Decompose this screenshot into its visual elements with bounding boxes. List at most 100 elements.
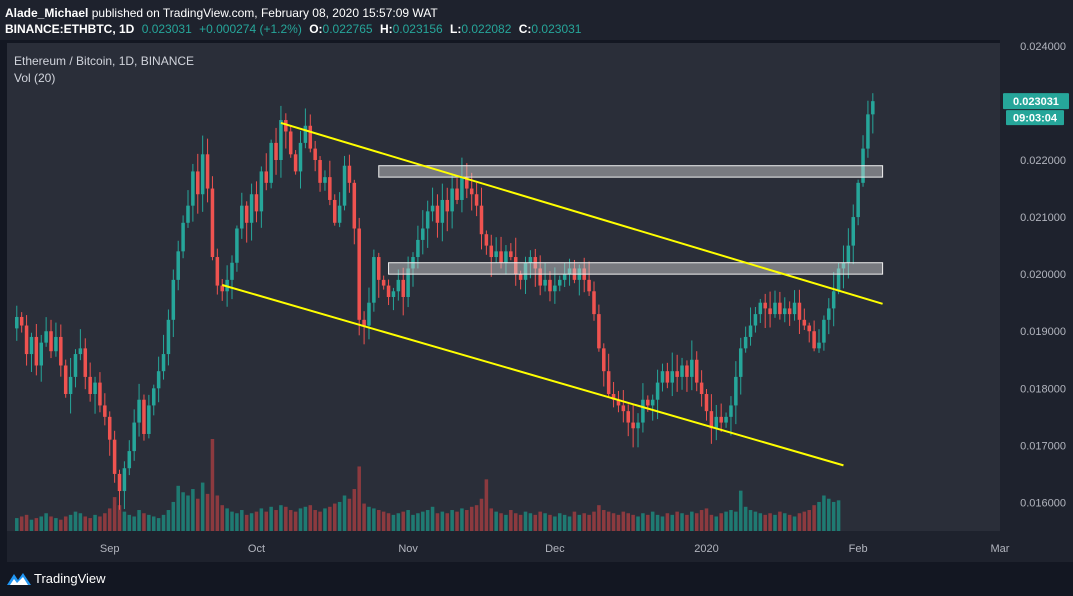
countdown-label: 09:03:04 (1013, 113, 1058, 125)
volume-bar (474, 505, 479, 531)
volume-bar (386, 513, 391, 531)
candle-body (132, 422, 136, 452)
volume-bar (181, 492, 185, 531)
volume-bar (416, 513, 420, 531)
volume-bar (606, 511, 611, 531)
brand-name[interactable]: TradingView (34, 571, 106, 586)
volume-bar (616, 514, 621, 531)
volume-bar (15, 518, 19, 531)
tradingview-logo-icon[interactable] (7, 570, 31, 586)
volume-bar (337, 501, 342, 531)
candle-body (665, 371, 670, 383)
volume-bar (235, 513, 239, 531)
candle-body (753, 314, 758, 326)
candle-body (416, 239, 420, 258)
candle-body (381, 279, 386, 286)
candle-body (548, 279, 552, 292)
volume-bar (127, 514, 132, 531)
volume-bar (68, 514, 73, 531)
candle-body (557, 279, 562, 286)
candle-body (313, 148, 317, 161)
volume-bar (117, 505, 122, 531)
candle-body (347, 165, 352, 183)
ohlc-legend: BINANCE:ETHBTC, 1D 0.023031 +0.000274 (+… (5, 22, 581, 36)
volume-bar (812, 505, 816, 531)
volume-bar (210, 439, 215, 531)
volume-bar (279, 505, 283, 531)
volume-bar (538, 511, 542, 531)
candle-body (342, 165, 347, 206)
volume-bar (357, 466, 361, 531)
candle-body (636, 422, 640, 429)
volume-bar (83, 516, 88, 531)
volume-bar (205, 493, 210, 531)
candle-body (802, 319, 807, 326)
price-chart[interactable]: 0.016000 0.017000 0.018000 0.019000 0.020000… (0, 40, 1073, 562)
candle-body (161, 354, 166, 372)
price-axis[interactable] (1000, 40, 1073, 562)
candle-body (846, 245, 851, 263)
volume-bar (597, 505, 601, 531)
time-axis[interactable] (7, 531, 1000, 562)
candle-body (709, 411, 714, 429)
volume-bar (137, 510, 141, 531)
volume-bar (611, 513, 616, 531)
volume-bar (112, 497, 117, 531)
candle-body (39, 342, 43, 366)
last-price-tag: 0.023031 09:03:04 (1003, 93, 1069, 126)
high-label: H: (379, 22, 393, 36)
volume-bar (147, 514, 151, 531)
price-tick-label: 0.019000 (1020, 326, 1066, 338)
volume-bar (621, 511, 626, 531)
volume-bar (166, 510, 171, 531)
volume-bar (107, 508, 112, 531)
plot-area[interactable] (7, 43, 1000, 531)
candle-body (318, 160, 322, 183)
volume-bar (743, 506, 748, 531)
volume-bar (191, 489, 195, 531)
candle-body (543, 279, 547, 286)
candle-body (357, 228, 361, 320)
candle-body (210, 188, 215, 258)
volume-bar (347, 498, 352, 531)
published-text: published on TradingView.com, February 0… (91, 6, 438, 20)
candle-body (768, 308, 772, 315)
price-tick-label: 0.024000 (1020, 41, 1066, 53)
candle-body (445, 199, 450, 212)
volume-bar (489, 508, 494, 531)
candle-body (465, 177, 469, 189)
volume-bar (768, 513, 772, 531)
candle-body (616, 399, 621, 406)
price-tick-label: 0.016000 (1020, 497, 1066, 509)
candle-body (680, 365, 684, 377)
volume-bar (274, 510, 278, 531)
volume-bar (288, 510, 293, 531)
volume-bar (430, 506, 435, 531)
candle-body (332, 199, 337, 223)
volume-bar (680, 513, 684, 531)
candle-body (734, 376, 738, 406)
candle-body (675, 371, 679, 377)
low-value: 0.022082 (461, 22, 512, 36)
volume-bar (660, 516, 665, 531)
volume-bar (342, 495, 347, 531)
candle-body (19, 316, 24, 326)
candle-body (797, 302, 802, 320)
author-name[interactable]: Alade_Michael (5, 6, 89, 20)
volume-bar (269, 506, 273, 531)
volume-bar (396, 513, 401, 531)
candle-body (440, 199, 445, 223)
candle-body (562, 274, 567, 280)
symbol-label[interactable]: BINANCE:ETHBTC, 1D (5, 22, 135, 36)
candle-body (303, 125, 308, 143)
candle-body (851, 217, 856, 246)
volume-bar (293, 511, 298, 531)
volume-bar (709, 514, 714, 531)
candle-body (763, 302, 767, 309)
candle-body (685, 365, 689, 377)
volume-bar (548, 514, 552, 531)
candle-body (63, 365, 68, 395)
candle-body (836, 268, 841, 292)
volume-bar (714, 516, 719, 531)
time-tick-label: Dec (545, 543, 565, 555)
